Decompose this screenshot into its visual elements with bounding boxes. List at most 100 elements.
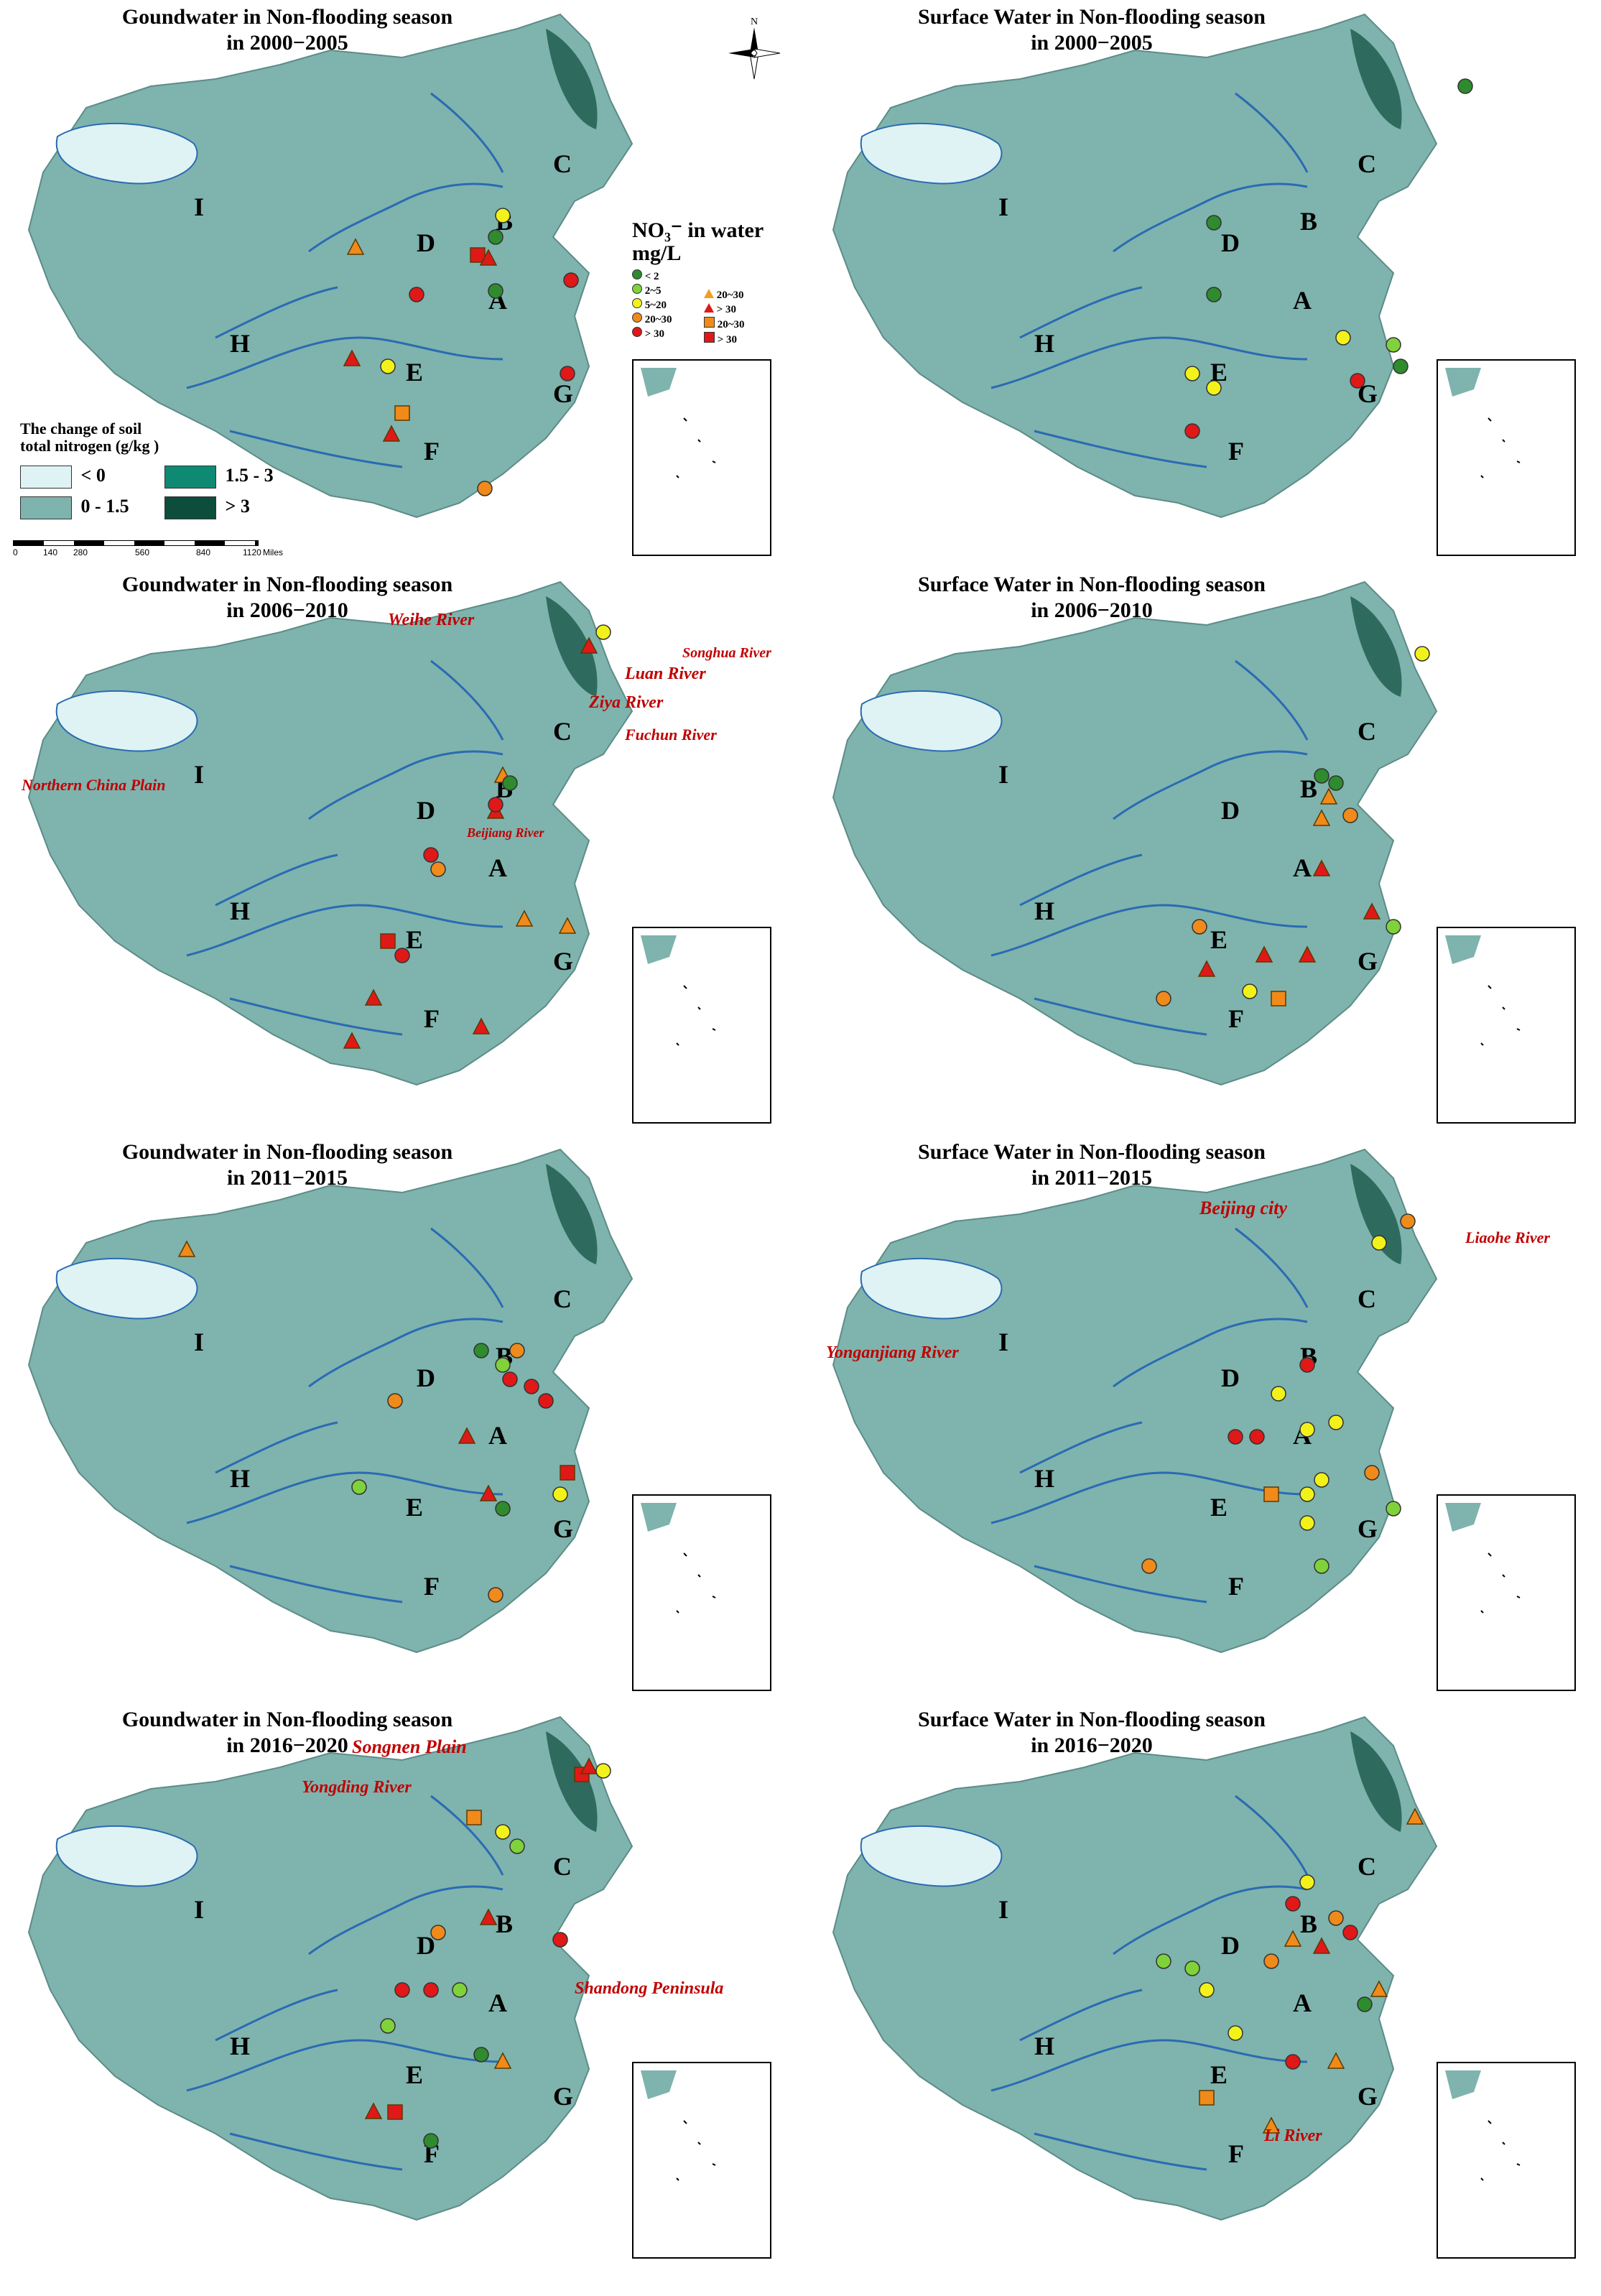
sample-square-marker	[1263, 1486, 1279, 1502]
sample-circle-marker	[1350, 373, 1365, 389]
region-letter-i: I	[194, 1328, 204, 1356]
region-letter-g: G	[553, 379, 573, 408]
sample-triangle-marker	[177, 1240, 196, 1257]
sample-circle-marker	[473, 2047, 489, 2063]
region-letter-d: D	[417, 228, 435, 257]
sample-circle-marker	[1299, 1874, 1315, 1890]
sample-circle-marker	[380, 2018, 396, 2034]
sample-triangle-marker	[479, 1908, 498, 1925]
no3-circle-5-20: 5~20	[644, 300, 667, 311]
region-letter-c: C	[553, 1852, 572, 1881]
region-letter-i: I	[194, 1895, 204, 1924]
panel-title-line1: Surface Water in Non-flooding season	[918, 573, 1266, 596]
region-letter-d: D	[1221, 796, 1240, 825]
region-letter-g: G	[1358, 947, 1378, 976]
sample-triangle-marker	[1370, 1980, 1388, 1997]
sample-circle-marker	[1285, 2054, 1301, 2070]
panel-title-line1: Goundwater in Non-flooding season	[121, 1140, 453, 1164]
sample-circle-marker	[423, 2133, 439, 2149]
river-annotation: Northern China Plain	[21, 776, 166, 794]
panel-title: Goundwater in Non-flooding season in 2016…	[0, 1707, 575, 1759]
country-outline	[832, 1148, 1438, 1654]
sample-circle-marker	[1400, 1213, 1416, 1229]
river-line	[1019, 286, 1143, 339]
region-letter-e: E	[406, 925, 423, 954]
soil-label-1-5-3: 1.5 - 3	[225, 465, 274, 486]
river-line	[308, 182, 503, 253]
panel-title-line2: in 2011−2015	[227, 1166, 348, 1190]
panel-title-line1: Surface Water in Non-flooding season	[918, 5, 1266, 29]
dark-forest-area	[546, 1164, 598, 1264]
sample-circle-marker	[1386, 337, 1401, 353]
sample-circle-marker	[1192, 919, 1207, 935]
panel-title-line1: Goundwater in Non-flooding season	[121, 1708, 453, 1731]
map-panel: A B C D E F G H I Surface Water in Non-flooding s…	[804, 0, 1580, 560]
soil-swatch-gt3	[164, 496, 216, 520]
sample-circle-marker	[495, 1357, 511, 1373]
compass-icon: N	[725, 16, 783, 80]
river-line	[1034, 2132, 1207, 2171]
river-line	[1019, 1421, 1143, 1474]
soil-legend-title-2: total nitrogen (g/kg )	[20, 437, 159, 455]
sample-circle-marker	[1457, 78, 1473, 94]
panel-title: Surface Water in Non-flooding season in 2…	[804, 1139, 1379, 1191]
region-letter-e: E	[1210, 2060, 1228, 2089]
region-letter-c: C	[553, 149, 572, 178]
sample-circle-marker	[1228, 1429, 1243, 1445]
river-annotation: Songhua River	[682, 645, 771, 661]
sample-circle-marker	[1328, 775, 1344, 791]
region-letter-b: B	[496, 1910, 513, 1938]
river-annotation: Shandong Peninsula	[575, 1979, 723, 1998]
sample-circle-marker	[430, 1925, 446, 1940]
panel-title: Goundwater in Non-flooding season in 2000…	[0, 4, 575, 56]
sample-circle-marker	[502, 1371, 518, 1387]
dark-forest-area	[1350, 596, 1402, 697]
sample-circle-marker	[1271, 1386, 1286, 1402]
river-line	[229, 1565, 403, 1603]
river-line	[1113, 1885, 1308, 1955]
sample-circle-marker	[1314, 1472, 1329, 1488]
no3-circle-lt2: < 2	[644, 271, 659, 282]
sample-circle-marker	[509, 1343, 525, 1358]
nitrate-legend: NO₃⁻ in water mg/L < 2 2~5 5~20 20~30 > …	[632, 219, 790, 370]
river-line	[1019, 853, 1143, 907]
no3-square-20-30: 20~30	[717, 319, 745, 330]
map-panel: A B C D E F G H I Songnen Plain Yongding River Shan…	[0, 1703, 776, 2263]
river-annotation: Li River	[1263, 2126, 1322, 2145]
river-line	[186, 336, 503, 389]
lake-shape	[860, 122, 1003, 185]
sample-circle-marker	[430, 861, 446, 877]
sample-triangle-marker	[493, 2052, 512, 2069]
sample-circle-marker	[1206, 215, 1222, 231]
river-annotation: Ziya River	[588, 693, 664, 712]
river-line	[1235, 1795, 1309, 1876]
sample-circle-marker	[387, 1393, 403, 1409]
sample-triangle-marker	[1312, 859, 1331, 876]
river-line	[430, 92, 504, 173]
sample-circle-marker	[509, 1838, 525, 1854]
river-line	[1235, 92, 1309, 173]
sample-circle-marker	[1328, 1910, 1344, 1926]
sample-circle-marker	[1184, 423, 1200, 439]
country-outline	[832, 580, 1438, 1086]
panel-title-line2: in 2006−2010	[1031, 598, 1153, 622]
sample-triangle-marker	[479, 249, 498, 266]
sample-triangle-marker	[472, 1017, 491, 1034]
sample-circle-marker	[495, 1501, 511, 1517]
sample-triangle-marker	[515, 909, 534, 927]
region-letter-e: E	[1210, 1493, 1228, 1522]
river-line	[1235, 659, 1309, 741]
panel-title-line2: in 2016−2020	[1031, 1733, 1153, 1757]
sample-triangle-marker	[1363, 902, 1381, 920]
soil-swatch-0-1-5	[20, 496, 72, 520]
region-letter-c: C	[553, 1284, 572, 1313]
sample-circle-marker	[524, 1379, 539, 1394]
region-letter-g: G	[553, 947, 573, 976]
